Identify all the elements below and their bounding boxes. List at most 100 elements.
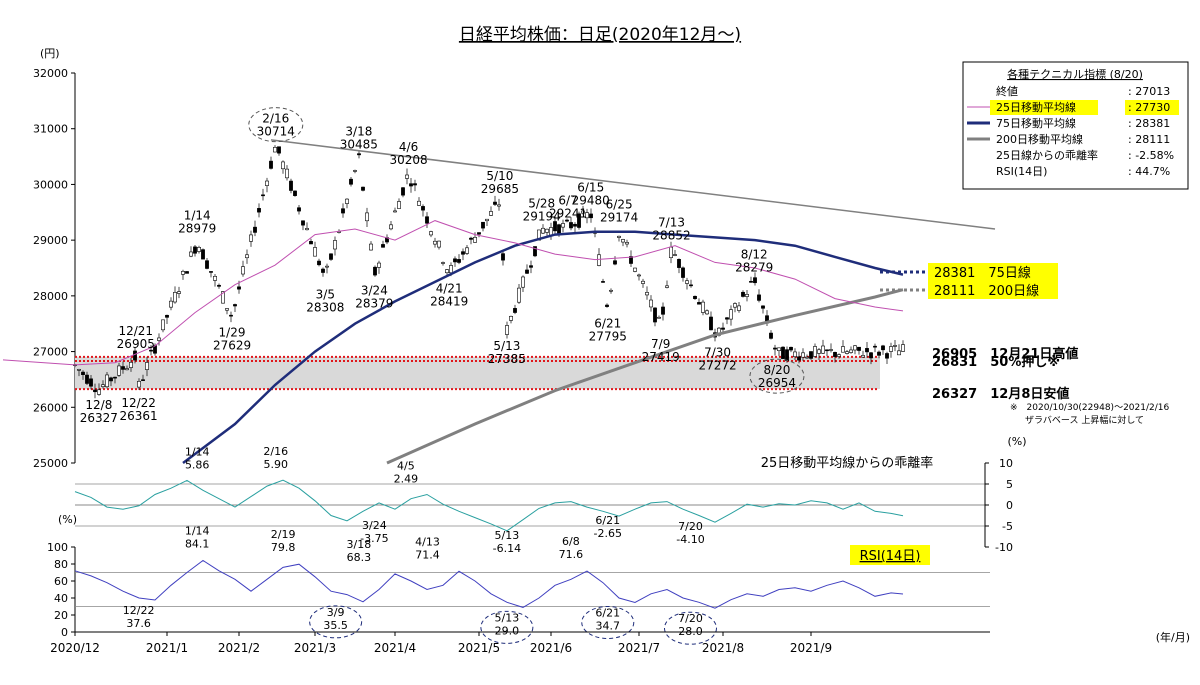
candle-body bbox=[549, 227, 553, 236]
candle-body bbox=[457, 259, 461, 263]
candle-body bbox=[293, 190, 297, 196]
price-annotation: 5/10 29685 bbox=[481, 169, 519, 196]
candle-body bbox=[753, 277, 757, 284]
candle-body bbox=[381, 244, 385, 248]
candle-body bbox=[741, 291, 745, 297]
deviation-annotation: 2/16 5.90 bbox=[263, 445, 288, 471]
rsi-annotation: 2/19 79.8 bbox=[271, 528, 296, 554]
candle-body bbox=[861, 355, 865, 358]
candle-body bbox=[169, 300, 173, 308]
candle-body bbox=[329, 253, 333, 260]
candle-body bbox=[357, 153, 361, 156]
candle-body bbox=[701, 301, 705, 313]
candle-body bbox=[377, 262, 381, 268]
candle-body bbox=[541, 227, 545, 234]
x-tick-label: 2021/5 bbox=[458, 641, 500, 655]
candle-body bbox=[733, 303, 737, 308]
candle-body bbox=[621, 239, 625, 243]
price-annotation: 7/9 27419 bbox=[642, 337, 680, 364]
candle-body bbox=[553, 221, 557, 232]
candle-body bbox=[869, 352, 873, 359]
ma200-line bbox=[386, 288, 904, 465]
candle-body bbox=[589, 213, 593, 219]
rsi-tick-label: 100 bbox=[47, 541, 68, 554]
level-label: 26831 50%押し※ bbox=[932, 354, 1060, 370]
candle-body bbox=[645, 292, 649, 296]
price-y-tick-label: 27000 bbox=[33, 346, 68, 359]
candle-body bbox=[849, 349, 853, 353]
candle-body bbox=[421, 206, 425, 211]
candle-body bbox=[749, 281, 753, 283]
candle-body bbox=[605, 304, 609, 307]
x-tick-label: 2021/6 bbox=[530, 641, 572, 655]
ma-callout-label: 28381 75日線 bbox=[934, 265, 1031, 281]
candle-body bbox=[389, 224, 393, 230]
x-tick-label: 2021/7 bbox=[618, 641, 660, 655]
candle-body bbox=[241, 266, 245, 275]
candle-body bbox=[865, 348, 869, 353]
candle-body bbox=[577, 213, 581, 228]
candle-body bbox=[157, 337, 161, 341]
price-y-tick-label: 26000 bbox=[33, 401, 68, 414]
candle-body bbox=[269, 160, 273, 169]
legend-row-value: : 44.7% bbox=[1128, 165, 1170, 178]
candle-body bbox=[637, 274, 641, 277]
candle-body bbox=[133, 350, 137, 361]
candle-body bbox=[681, 267, 685, 278]
ma75-line bbox=[182, 230, 904, 464]
candle-body bbox=[321, 268, 325, 273]
candle-body bbox=[413, 183, 417, 186]
candle-body bbox=[845, 351, 849, 354]
candle-body bbox=[85, 374, 89, 384]
deviation-annotation: 7/20 -4.10 bbox=[676, 520, 704, 546]
candle-body bbox=[249, 234, 253, 242]
rsi-annotation: 12/22 37.6 bbox=[123, 604, 155, 630]
candle-body bbox=[485, 218, 489, 222]
price-y-tick-label: 29000 bbox=[33, 234, 68, 247]
candle-body bbox=[489, 211, 493, 216]
candle-body bbox=[673, 254, 677, 256]
candle-body bbox=[181, 270, 185, 275]
level-label: 26905 12月21日高値 bbox=[932, 346, 1078, 362]
candle-body bbox=[653, 307, 657, 323]
candle-body bbox=[873, 345, 877, 348]
candle-body bbox=[785, 349, 789, 362]
candle-body bbox=[721, 327, 725, 330]
price-annotation: 6/25 29174 bbox=[600, 197, 638, 224]
candle-body bbox=[709, 316, 713, 331]
price-annotation: 8/12 28279 bbox=[735, 247, 773, 274]
candle-body bbox=[113, 376, 117, 379]
candle-body bbox=[661, 306, 665, 315]
candle-body bbox=[301, 220, 305, 226]
rsi-panel: (%) 0 20 40 60 80 100 RSI(14日) 12/22 37.6 1/14 84.1… bbox=[47, 513, 990, 655]
candle-body bbox=[805, 356, 809, 359]
rsi-annotation: 5/13 29.0 bbox=[495, 611, 520, 637]
candle-body bbox=[145, 362, 149, 370]
deviation-unit: (%) bbox=[1007, 435, 1026, 448]
candle-body bbox=[173, 292, 177, 303]
candle-body bbox=[781, 346, 785, 359]
candle-body bbox=[109, 377, 113, 382]
price-y-tick-label: 25000 bbox=[33, 457, 68, 470]
candle-body bbox=[725, 317, 729, 320]
candle-body bbox=[513, 308, 517, 313]
candle-body bbox=[529, 265, 533, 268]
candle-body bbox=[469, 237, 473, 240]
price-annotation: 12/22 26361 bbox=[120, 396, 158, 423]
candle-body bbox=[693, 295, 697, 300]
candle-body bbox=[393, 210, 397, 213]
candle-body bbox=[193, 246, 197, 254]
candle-body bbox=[569, 222, 573, 229]
candle-body bbox=[761, 305, 765, 309]
candle-body bbox=[665, 285, 669, 288]
price-annotation: 2/16 30714 bbox=[257, 112, 295, 139]
candle-body bbox=[525, 269, 529, 274]
candle-body bbox=[257, 208, 261, 213]
candle-body bbox=[409, 183, 413, 187]
candle-body bbox=[737, 305, 741, 311]
rsi-line bbox=[74, 559, 904, 609]
deviation-annotation: 5/13 -6.14 bbox=[493, 529, 521, 555]
rsi-title: RSI(14日) bbox=[860, 549, 921, 564]
candle-body bbox=[285, 168, 289, 179]
candle-body bbox=[333, 240, 337, 250]
